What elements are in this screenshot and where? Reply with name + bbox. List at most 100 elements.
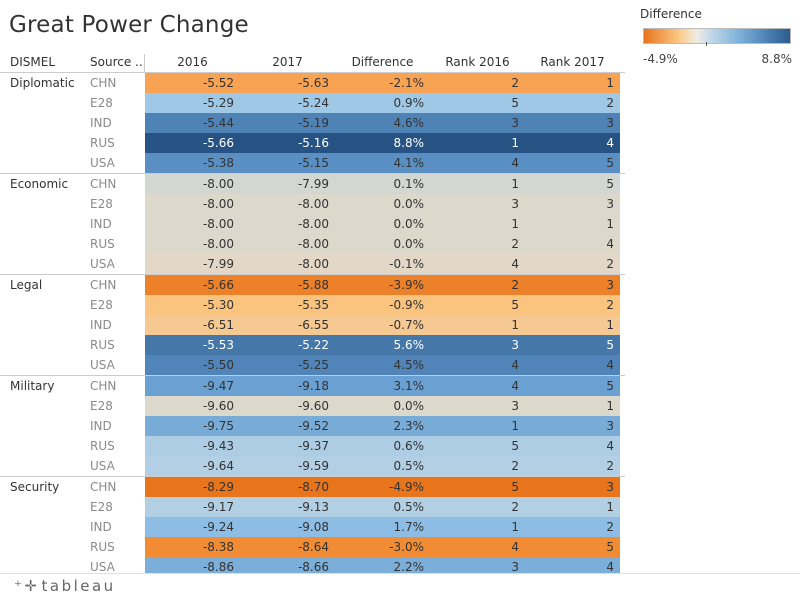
heat-cell[interactable]: -8.00 -8.00 0.0% 1 1: [145, 214, 620, 234]
table-row[interactable]: IND -8.00 -8.00 0.0% 1 1: [0, 214, 625, 234]
table-row[interactable]: IND -5.44 -5.19 4.6% 3 3: [0, 113, 625, 133]
value-difference: 4.1%: [393, 156, 425, 170]
heat-cell[interactable]: -8.38 -8.64 -3.0% 4 5: [145, 537, 620, 557]
table-row[interactable]: CHN -5.66 -5.88 -3.9% 2 3: [0, 275, 625, 295]
table-row[interactable]: USA -5.38 -5.15 4.1% 4 5: [0, 153, 625, 173]
heat-cell[interactable]: -8.00 -8.00 0.0% 3 3: [145, 194, 620, 214]
heat-cell[interactable]: -8.29 -8.70 -4.9% 5 3: [145, 477, 620, 497]
heat-cell[interactable]: -9.47 -9.18 3.1% 4 5: [145, 376, 620, 396]
table-row[interactable]: E28 -8.00 -8.00 0.0% 3 3: [0, 194, 625, 214]
heat-cell[interactable]: -9.24 -9.08 1.7% 1 2: [145, 517, 620, 537]
heat-cell[interactable]: -8.86 -8.66 2.2% 3 4: [145, 557, 620, 577]
value-2016: -8.00: [202, 237, 234, 251]
value-rank-2017: 5: [606, 379, 614, 393]
table-row[interactable]: CHN -8.29 -8.70 -4.9% 5 3: [0, 477, 625, 497]
value-difference: 0.0%: [393, 197, 425, 211]
header-rank-2017[interactable]: Rank 2017: [540, 55, 605, 69]
heat-cell[interactable]: -5.50 -5.25 4.5% 4 4: [145, 355, 620, 375]
value-rank-2017: 4: [606, 358, 614, 372]
source-label: IND: [90, 520, 112, 534]
header-rank-2016[interactable]: Rank 2016: [445, 55, 510, 69]
table-row[interactable]: RUS -8.38 -8.64 -3.0% 4 5: [0, 537, 625, 557]
heat-cell[interactable]: -9.75 -9.52 2.3% 1 3: [145, 416, 620, 436]
heat-cell[interactable]: -5.44 -5.19 4.6% 3 3: [145, 113, 620, 133]
heat-cell[interactable]: -9.64 -9.59 0.5% 2 2: [145, 456, 620, 476]
value-rank-2017: 1: [606, 217, 614, 231]
source-label: RUS: [90, 439, 115, 453]
table-row[interactable]: CHN -5.52 -5.63 -2.1% 2 1: [0, 73, 625, 93]
value-difference: -0.7%: [389, 318, 424, 332]
value-difference: 5.6%: [393, 338, 425, 352]
value-2016: -9.43: [202, 439, 234, 453]
value-rank-2016: 2: [511, 76, 519, 90]
header-dismel[interactable]: DISMEL: [10, 55, 56, 69]
value-2016: -5.50: [202, 358, 234, 372]
heat-cell[interactable]: -8.00 -7.99 0.1% 1 5: [145, 174, 620, 194]
heat-cell[interactable]: -5.29 -5.24 0.9% 5 2: [145, 93, 620, 113]
table-row[interactable]: RUS -5.53 -5.22 5.6% 3 5: [0, 335, 625, 355]
value-difference: -4.9%: [389, 480, 424, 494]
value-2017: -8.00: [297, 197, 329, 211]
source-label: E28: [90, 500, 113, 514]
header-source[interactable]: Source ..: [90, 55, 143, 69]
value-2017: -5.63: [297, 76, 329, 90]
heat-cell[interactable]: -5.52 -5.63 -2.1% 2 1: [145, 73, 620, 93]
value-2017: -9.59: [297, 459, 329, 473]
table-row[interactable]: RUS -9.43 -9.37 0.6% 5 4: [0, 436, 625, 456]
group-label: Military: [10, 379, 55, 393]
value-2017: -8.00: [297, 257, 329, 271]
heat-cell[interactable]: -9.60 -9.60 0.0% 3 1: [145, 396, 620, 416]
header-2017[interactable]: 2017: [272, 55, 303, 69]
value-difference: 0.5%: [393, 459, 425, 473]
heat-cell[interactable]: -9.43 -9.37 0.6% 5 4: [145, 436, 620, 456]
value-2016: -5.52: [202, 76, 234, 90]
table-row[interactable]: USA -5.50 -5.25 4.5% 4 4: [0, 355, 625, 375]
value-difference: -2.1%: [389, 76, 424, 90]
source-label: CHN: [90, 480, 117, 494]
table-row[interactable]: E28 -9.17 -9.13 0.5% 2 1: [0, 497, 625, 517]
source-label: USA: [90, 358, 115, 372]
heat-cell[interactable]: -6.51 -6.55 -0.7% 1 1: [145, 315, 620, 335]
value-2017: -9.18: [297, 379, 329, 393]
table-row[interactable]: IND -9.24 -9.08 1.7% 1 2: [0, 517, 625, 537]
heat-cell[interactable]: -7.99 -8.00 -0.1% 4 2: [145, 254, 620, 274]
heat-cell[interactable]: -5.38 -5.15 4.1% 4 5: [145, 153, 620, 173]
table-row[interactable]: USA -7.99 -8.00 -0.1% 4 2: [0, 254, 625, 274]
table-row[interactable]: E28 -9.60 -9.60 0.0% 3 1: [0, 396, 625, 416]
heat-cell[interactable]: -5.53 -5.22 5.6% 3 5: [145, 335, 620, 355]
header-divider: [144, 54, 145, 72]
source-label: IND: [90, 217, 112, 231]
heat-cell[interactable]: -9.17 -9.13 0.5% 2 1: [145, 497, 620, 517]
value-rank-2016: 4: [511, 156, 519, 170]
heat-cell[interactable]: -5.66 -5.88 -3.9% 2 3: [145, 275, 620, 295]
value-rank-2017: 1: [606, 500, 614, 514]
heat-cell[interactable]: -8.00 -8.00 0.0% 2 4: [145, 234, 620, 254]
value-rank-2017: 2: [606, 257, 614, 271]
table-row[interactable]: RUS -8.00 -8.00 0.0% 2 4: [0, 234, 625, 254]
value-difference: 1.7%: [393, 520, 425, 534]
table-row[interactable]: CHN -8.00 -7.99 0.1% 1 5: [0, 174, 625, 194]
table-row[interactable]: E28 -5.29 -5.24 0.9% 5 2: [0, 93, 625, 113]
source-label: CHN: [90, 278, 117, 292]
table-row[interactable]: E28 -5.30 -5.35 -0.9% 5 2: [0, 295, 625, 315]
value-2017: -6.55: [297, 318, 329, 332]
heat-cell[interactable]: -5.66 -5.16 8.8% 1 4: [145, 133, 620, 153]
source-label: CHN: [90, 379, 117, 393]
row-group-legal: Legal CHN -5.66 -5.88 -3.9% 2 3 E28 -5.30 -5.35 -0…: [0, 274, 625, 375]
value-rank-2016: 2: [511, 459, 519, 473]
source-label: RUS: [90, 136, 115, 150]
value-rank-2016: 2: [511, 500, 519, 514]
value-2017: -5.35: [297, 298, 329, 312]
table-row[interactable]: RUS -5.66 -5.16 8.8% 1 4: [0, 133, 625, 153]
table-row[interactable]: USA -8.86 -8.66 2.2% 3 4: [0, 557, 625, 577]
heat-cell[interactable]: -5.30 -5.35 -0.9% 5 2: [145, 295, 620, 315]
table-row[interactable]: USA -9.64 -9.59 0.5% 2 2: [0, 456, 625, 476]
header-difference[interactable]: Difference: [351, 55, 414, 69]
value-rank-2016: 1: [511, 419, 519, 433]
table-row[interactable]: CHN -9.47 -9.18 3.1% 4 5: [0, 376, 625, 396]
table-row[interactable]: IND -6.51 -6.55 -0.7% 1 1: [0, 315, 625, 335]
table-row[interactable]: IND -9.75 -9.52 2.3% 1 3: [0, 416, 625, 436]
tableau-logo[interactable]: ⁺✛ tableau: [14, 577, 116, 595]
value-rank-2017: 3: [606, 480, 614, 494]
header-2016[interactable]: 2016: [177, 55, 208, 69]
